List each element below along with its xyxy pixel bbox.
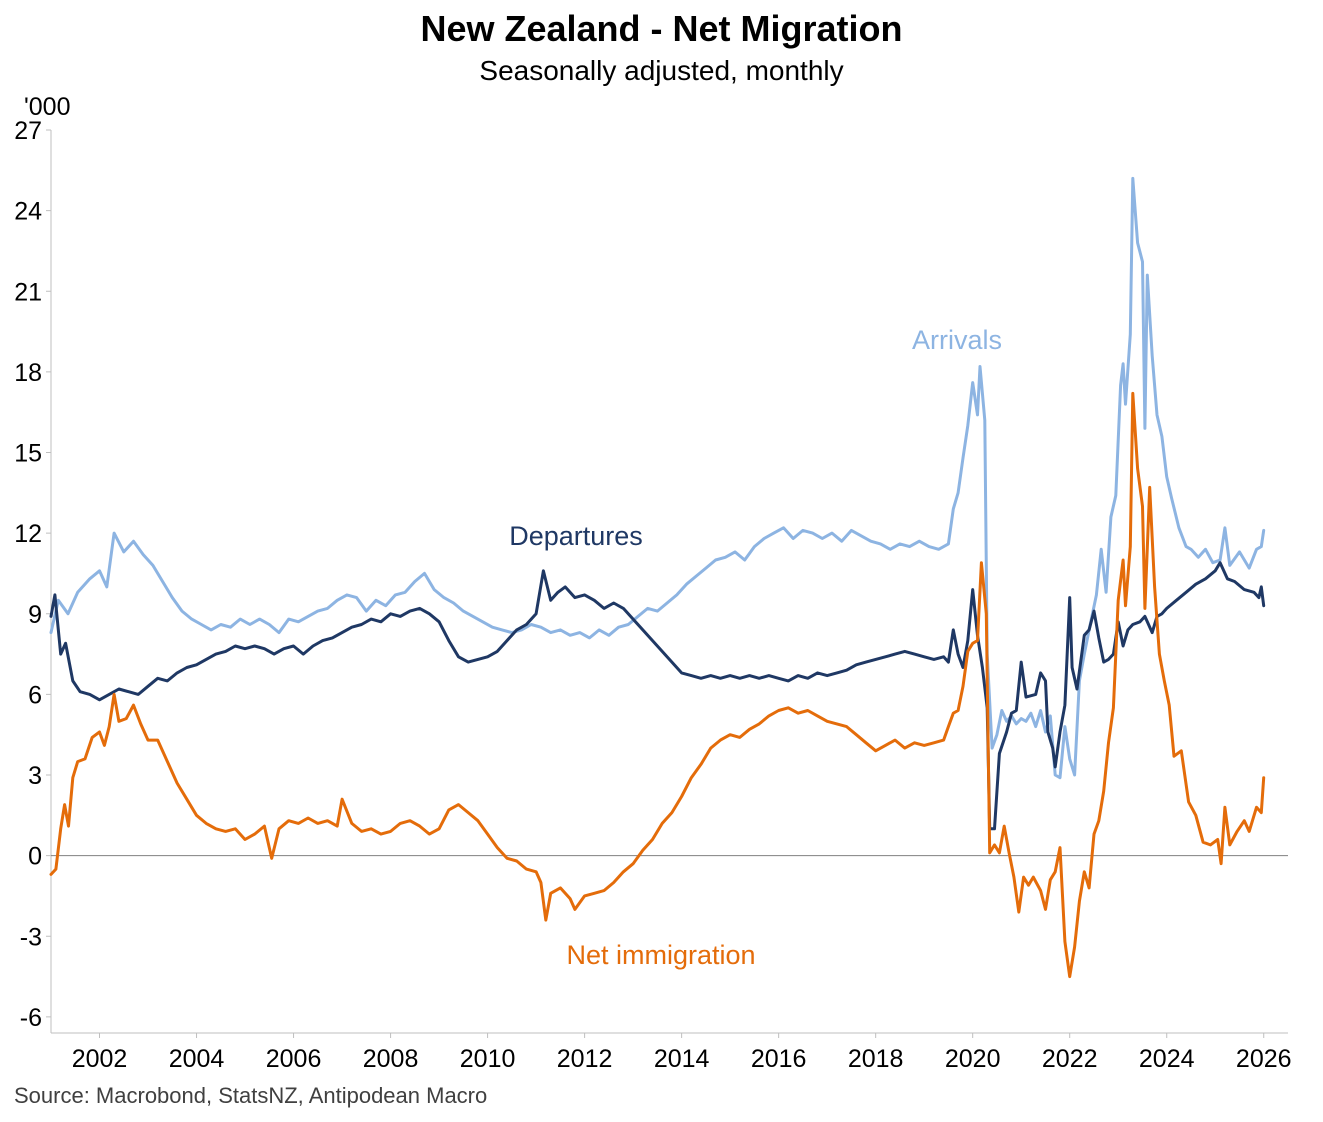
series-line-net-immigration xyxy=(49,391,1266,979)
series-label-departures: Departures xyxy=(509,521,643,551)
y-axis-unit-label: '000 xyxy=(24,93,70,121)
y-tick-label: 27 xyxy=(14,117,42,145)
chart-title: New Zealand - Net Migration xyxy=(420,8,903,49)
x-tick-label: 2022 xyxy=(1042,1045,1098,1073)
x-tick-label: 2014 xyxy=(654,1045,710,1073)
x-tick-label: 2010 xyxy=(460,1045,516,1073)
series-labels-layer: Arrivals Departures Net immigration xyxy=(509,325,1002,970)
y-tick-label: 9 xyxy=(28,601,42,629)
x-tick-label: 2020 xyxy=(945,1045,1001,1073)
y-tick-label: 21 xyxy=(14,278,42,306)
x-tick-label: 2018 xyxy=(848,1045,904,1073)
y-tick-label: 15 xyxy=(14,440,42,468)
chart-subtitle: Seasonally adjusted, monthly xyxy=(479,55,844,86)
x-tick-label: 2026 xyxy=(1236,1045,1292,1073)
y-tick-label: -3 xyxy=(20,923,42,951)
y-tick-label: 24 xyxy=(14,198,42,226)
x-tick-label: 2002 xyxy=(72,1045,128,1073)
series-line-departures xyxy=(49,561,1266,831)
series-label-arrivals: Arrivals xyxy=(912,325,1002,355)
y-tick-label: 0 xyxy=(28,843,42,871)
axes-layer: -6 -3 0 3 6 9 12 15 18 21 24 27 2002 2004 2006 2008 2010… xyxy=(14,117,1291,1073)
y-tick-label: 12 xyxy=(14,520,42,548)
x-tick-label: 2024 xyxy=(1139,1045,1195,1073)
y-tick-label: 6 xyxy=(28,681,42,709)
y-tick-label: 18 xyxy=(14,359,42,387)
series-layer xyxy=(49,176,1266,979)
y-tick-label: -6 xyxy=(20,1004,42,1032)
x-tick-label: 2004 xyxy=(169,1045,225,1073)
x-tick-label: 2006 xyxy=(266,1045,322,1073)
y-tick-label: 3 xyxy=(28,762,42,790)
series-label-net-immigration: Net immigration xyxy=(566,940,755,970)
x-tick-label: 2016 xyxy=(751,1045,807,1073)
series-line-arrivals xyxy=(49,176,1266,780)
chart-source: Source: Macrobond, StatsNZ, Antipodean M… xyxy=(14,1083,488,1108)
x-tick-label: 2012 xyxy=(557,1045,613,1073)
x-tick-label: 2008 xyxy=(363,1045,419,1073)
